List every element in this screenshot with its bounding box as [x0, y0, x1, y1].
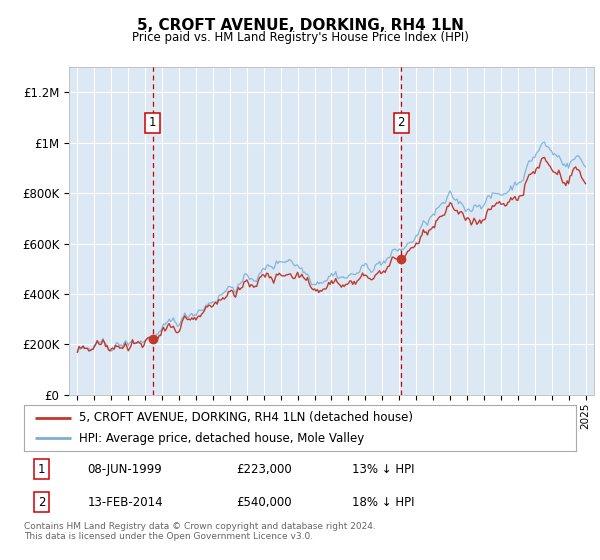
Text: HPI: Average price, detached house, Mole Valley: HPI: Average price, detached house, Mole…: [79, 432, 364, 445]
Text: £540,000: £540,000: [236, 496, 292, 508]
Text: 13% ↓ HPI: 13% ↓ HPI: [352, 463, 415, 476]
Text: 1: 1: [38, 463, 46, 476]
Text: 2: 2: [398, 116, 405, 129]
Text: 08-JUN-1999: 08-JUN-1999: [88, 463, 162, 476]
Text: Contains HM Land Registry data © Crown copyright and database right 2024.
This d: Contains HM Land Registry data © Crown c…: [24, 522, 376, 542]
Text: Price paid vs. HM Land Registry's House Price Index (HPI): Price paid vs. HM Land Registry's House …: [131, 31, 469, 44]
Text: 1: 1: [149, 116, 157, 129]
Text: 5, CROFT AVENUE, DORKING, RH4 1LN: 5, CROFT AVENUE, DORKING, RH4 1LN: [137, 18, 463, 33]
Text: 5, CROFT AVENUE, DORKING, RH4 1LN (detached house): 5, CROFT AVENUE, DORKING, RH4 1LN (detac…: [79, 411, 413, 424]
Text: 2: 2: [38, 496, 46, 508]
Text: 18% ↓ HPI: 18% ↓ HPI: [352, 496, 415, 508]
Text: £223,000: £223,000: [236, 463, 292, 476]
Text: 13-FEB-2014: 13-FEB-2014: [88, 496, 163, 508]
